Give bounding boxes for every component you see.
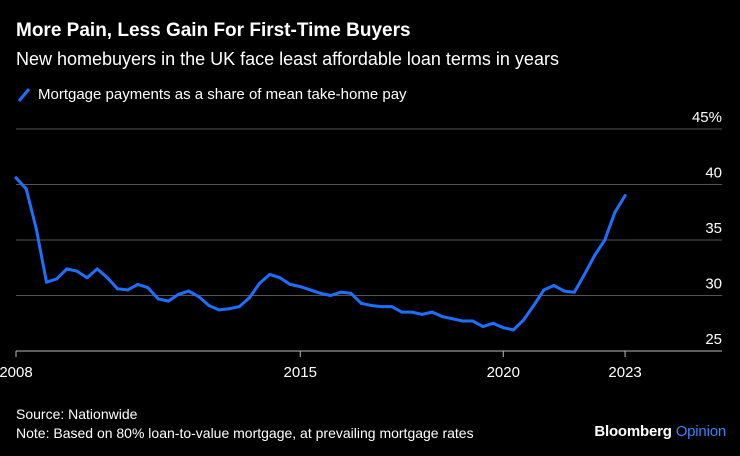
data-point: [430, 310, 434, 314]
legend: Mortgage payments as a share of mean tak…: [16, 86, 407, 103]
data-point: [491, 321, 495, 325]
data-point: [481, 325, 485, 329]
y-tick-label: 30: [705, 276, 722, 293]
legend-label: Mortgage payments as a share of mean tak…: [38, 86, 407, 103]
footnote: Note: Based on 80% loan-to-value mortgag…: [16, 425, 474, 441]
x-tick-label: 2023: [608, 364, 641, 381]
data-point: [522, 318, 526, 322]
data-point: [197, 295, 201, 299]
chart-title: More Pain, Less Gain For First-Time Buye…: [16, 20, 411, 41]
data-point: [237, 305, 241, 309]
data-point: [379, 305, 383, 309]
brand-logo: Bloomberg Opinion: [594, 423, 726, 440]
y-tick-label: 45%: [692, 109, 722, 126]
data-point: [532, 303, 536, 307]
data-point: [207, 303, 211, 307]
data-point: [126, 288, 130, 292]
data-point: [278, 276, 282, 280]
chart-subtitle: New homebuyers in the UK face least affo…: [16, 49, 559, 69]
data-point: [623, 194, 627, 198]
brand-main: Bloomberg: [594, 423, 672, 440]
x-tick-label: 2008: [0, 364, 33, 381]
data-point: [14, 176, 18, 180]
line-chart: 2008 2015 2020 2023 45% 40 35 30 25: [0, 109, 722, 381]
y-tick-label: 35: [705, 220, 722, 237]
data-point: [471, 319, 475, 323]
data-point: [572, 290, 576, 294]
data-point: [390, 305, 394, 309]
data-point: [369, 303, 373, 307]
data-point: [593, 254, 597, 258]
x-tick-label: 2015: [284, 364, 317, 381]
y-tick-label: 40: [705, 165, 722, 182]
data-point: [298, 285, 302, 289]
y-tick-label: 25: [705, 331, 722, 348]
data-point: [247, 296, 251, 300]
data-point: [24, 187, 28, 191]
data-point: [339, 290, 343, 294]
data-point: [227, 307, 231, 311]
data-point: [440, 315, 444, 319]
data-point: [542, 288, 546, 292]
data-point: [288, 282, 292, 286]
data-point: [55, 277, 59, 281]
data-point: [176, 292, 180, 296]
data-point: [85, 276, 89, 280]
data-point: [613, 210, 617, 214]
data-point: [166, 299, 170, 303]
data-point: [116, 287, 120, 291]
data-point: [410, 310, 414, 314]
data-point: [187, 289, 191, 293]
legend-line-icon: [17, 87, 31, 102]
data-point: [359, 301, 363, 305]
source-note: Source: Nationwide: [16, 406, 138, 422]
data-point: [349, 291, 353, 295]
series-line: [14, 176, 627, 332]
data-point: [501, 326, 505, 330]
data-point: [268, 272, 272, 276]
data-point: [44, 280, 48, 284]
data-point: [603, 238, 607, 242]
data-point: [511, 328, 515, 332]
data-point: [562, 289, 566, 293]
data-point: [329, 294, 333, 297]
data-point: [136, 282, 140, 286]
data-point: [552, 284, 556, 288]
data-point: [582, 272, 586, 276]
data-point: [400, 310, 404, 314]
brand-accent: Opinion: [675, 423, 727, 440]
data-point: [156, 297, 160, 301]
data-point: [65, 267, 69, 271]
data-point: [105, 276, 109, 280]
data-point: [75, 269, 79, 273]
data-point: [146, 286, 150, 290]
data-point: [461, 319, 465, 323]
x-tick-label: 2020: [487, 364, 520, 381]
data-point: [34, 227, 38, 231]
data-point: [319, 291, 323, 295]
data-point: [217, 308, 221, 312]
data-point: [420, 312, 424, 316]
data-point: [451, 317, 455, 321]
data-point: [258, 281, 262, 285]
data-point: [308, 288, 312, 292]
data-point: [95, 267, 99, 271]
